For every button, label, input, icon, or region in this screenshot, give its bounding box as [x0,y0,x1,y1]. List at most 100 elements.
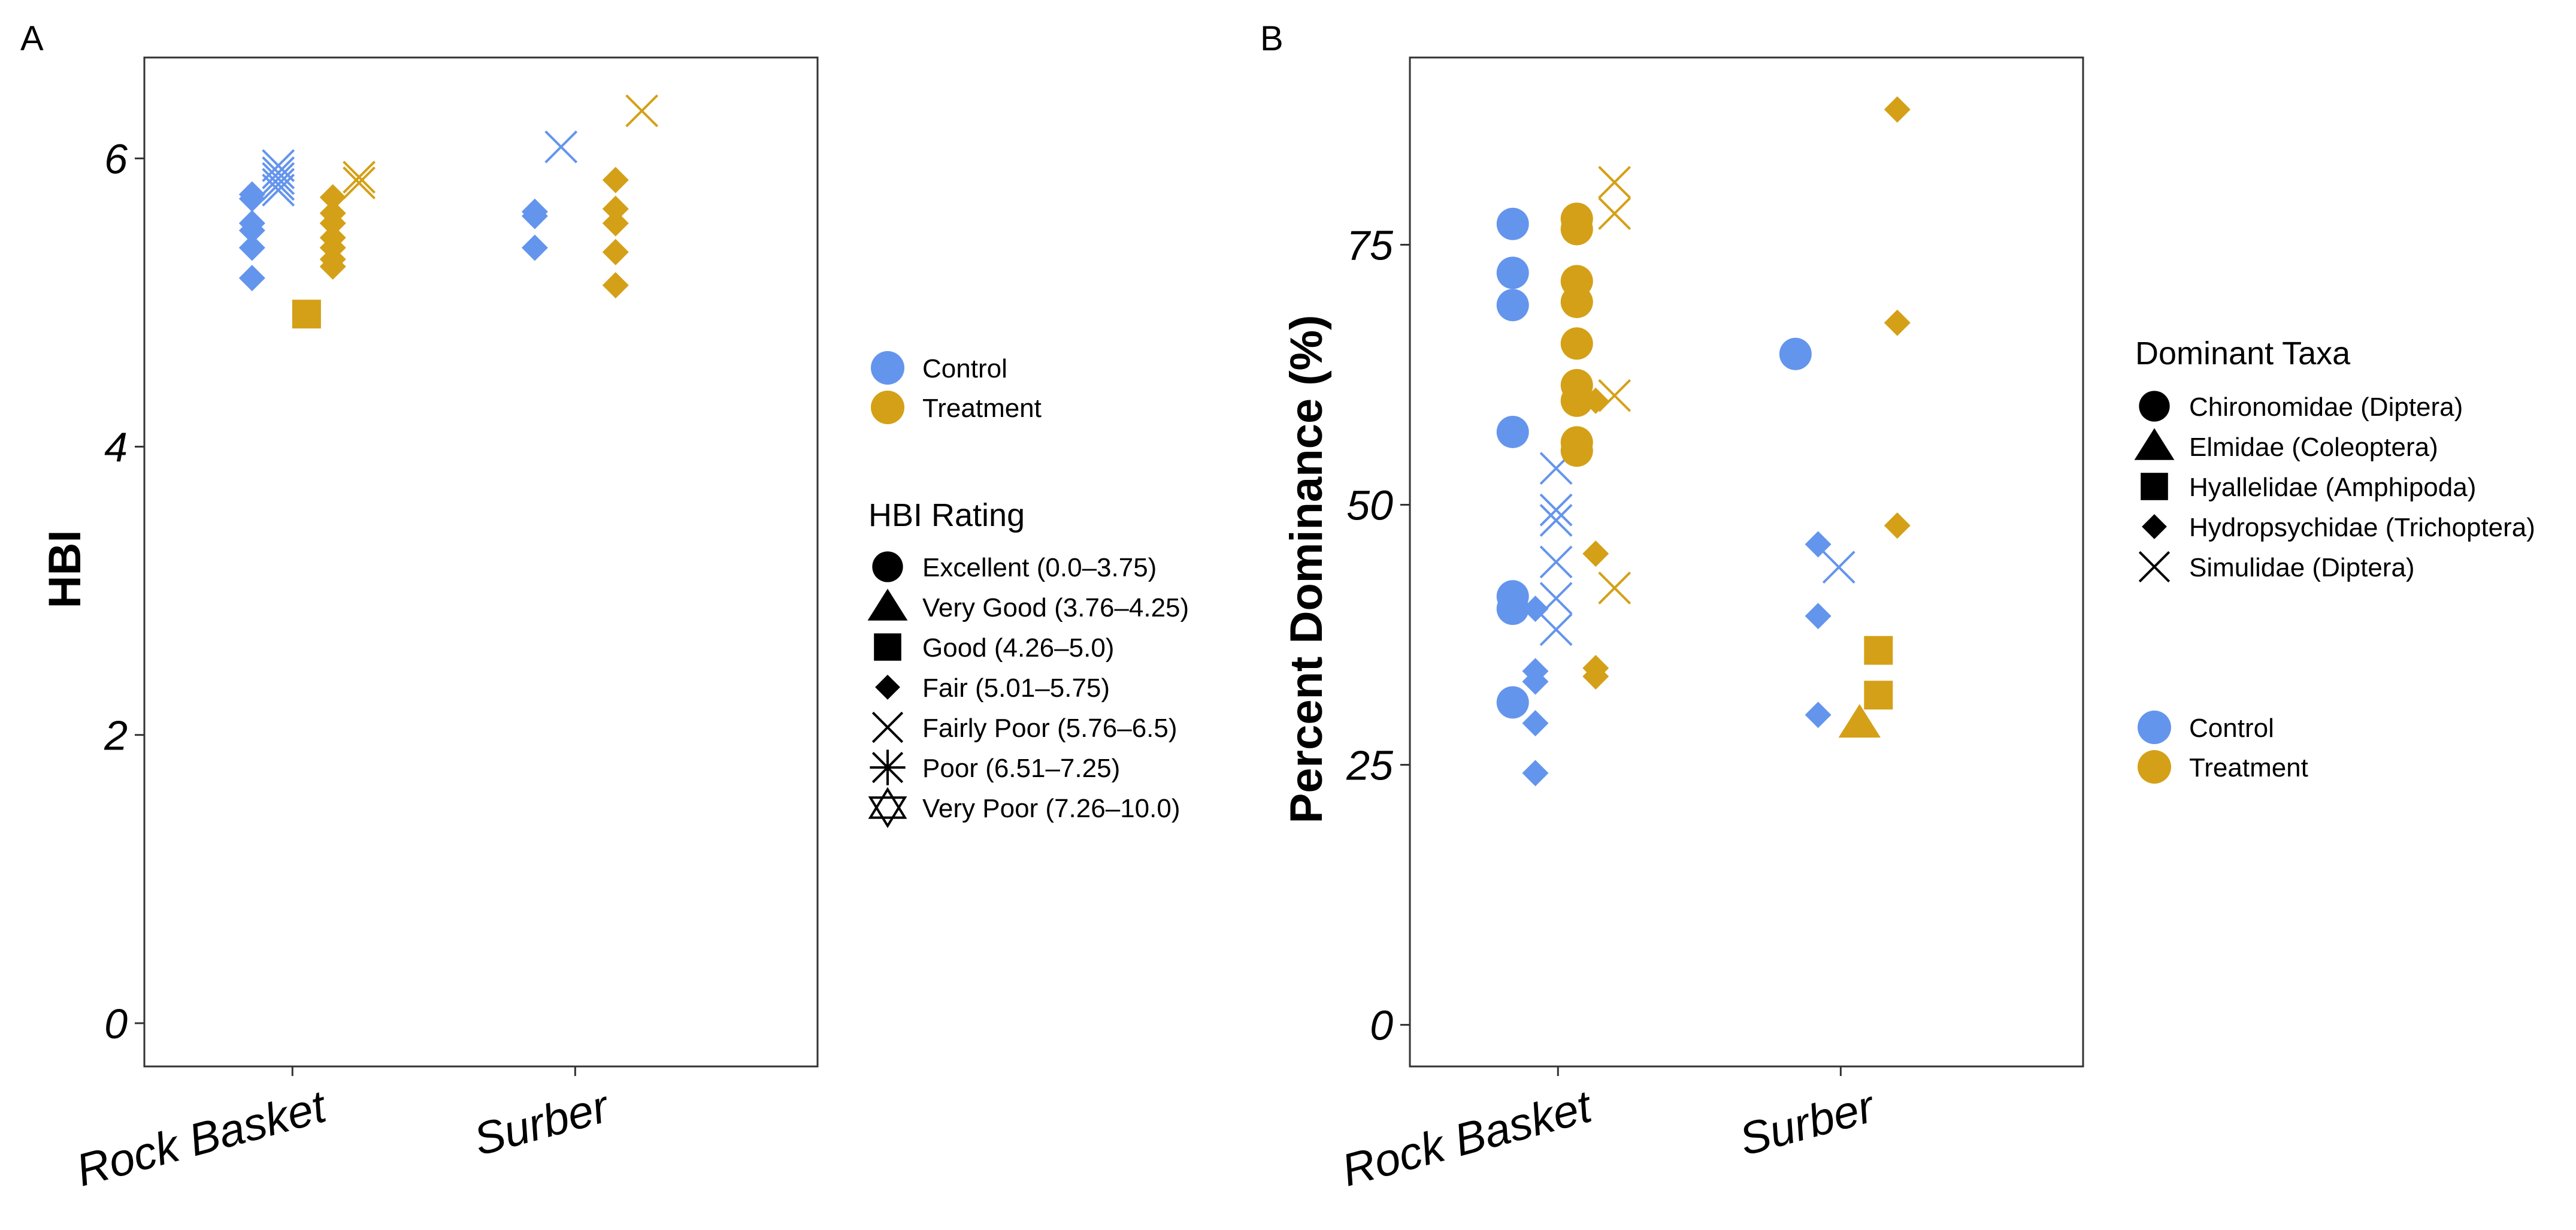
legend-shape-square [874,633,901,661]
legend-shape-diamond [2142,514,2167,539]
data-point [1779,337,1812,370]
panel-b-y-ticks: 0 25 50 75 [1346,222,1410,1049]
legend-label-control: Control [922,354,1007,383]
data-point [1496,593,1529,625]
data-point [1805,603,1832,630]
legend-shape-triangle [867,588,908,621]
y-tick-label: 25 [1346,742,1394,789]
data-point [602,210,629,237]
data-point [343,166,376,200]
panel-b-plot-frame [1409,56,2084,1068]
legend-shape-square [2141,473,2168,500]
data-point [1560,213,1593,246]
data-point [319,210,346,237]
legend-key-treatment [2138,750,2171,784]
panel-b-group-legend: Control Treatment [2138,711,2308,784]
y-tick-label: 0 [1370,1002,1393,1049]
data-point [1522,760,1549,787]
data-point [1539,493,1573,527]
legend-label-diamond: Hydropsychidae (Trichoptera) [2189,513,2535,542]
data-point [262,173,295,207]
data-point [1838,704,1881,738]
data-point [1884,512,1911,539]
panel-a-plot-frame [143,56,819,1068]
legend-key-treatment [871,391,904,424]
data-point [1805,531,1832,558]
panel-b-x-ticks: Rock Basket Surber [1337,1066,1881,1196]
legend-label-treatment: Treatment [922,394,1042,423]
legend-title: Dominant Taxa [2135,336,2351,371]
data-point [262,149,295,182]
data-point [1598,165,1631,199]
data-point [238,265,265,292]
data-point [343,161,376,194]
data-point [319,253,346,280]
data-point [521,234,548,261]
data-point [602,195,629,222]
panel-b: B Percent Dominance (%) 0 25 50 75 Rock Bas… [1260,19,2535,1196]
legend-shape-x [871,711,904,744]
panel-a-x-ticks: Rock Basket Surber [71,1066,615,1196]
panel-b-shape-legend: Dominant Taxa Chironomidae (Diptera) Elmid… [2134,336,2535,583]
legend-label-circle: Excellent (0.0–3.75) [922,553,1157,582]
legend-shape-diamond [875,675,900,700]
legend-label-diamond: Fair (5.01–5.75) [922,673,1110,703]
data-point [262,156,295,189]
data-point [1522,668,1549,695]
panel-a-y-axis-title: HBI [40,530,90,609]
data-point [1496,289,1529,322]
data-point [1560,327,1593,360]
y-tick-label: 0 [104,1001,128,1047]
data-point [544,130,578,164]
data-point [1822,551,1855,584]
data-point [625,94,659,128]
legend-label-square: Hyallelidae (Amphipoda) [2189,473,2476,502]
panel-a-points [238,94,659,329]
legend-key-control [2138,711,2171,744]
data-point [1539,504,1573,537]
data-point [1805,702,1832,729]
data-point [1539,582,1573,615]
y-tick-label: 2 [104,712,128,759]
legend-shape-star [868,787,907,829]
data-point [1582,540,1609,567]
legend-label-square: Good (4.26–5.0) [922,633,1114,663]
data-point [1496,207,1529,240]
data-point [238,234,265,261]
legend-label-circle: Chironomidae (Diptera) [2189,392,2463,422]
panel-b-y-axis-title: Percent Dominance (%) [1281,315,1332,824]
legend-shape-x [2138,551,2171,583]
data-point [1582,663,1609,690]
legend-label-x: Fairly Poor (5.76–6.5) [922,714,1177,743]
legend-label-star: Very Poor (7.26–10.0) [922,794,1180,823]
x-tick-label: Rock Basket [1337,1081,1599,1196]
legend-shape-triangle [2134,428,2175,460]
data-point [1598,197,1631,230]
data-point [1496,686,1529,719]
y-tick-label: 6 [104,135,128,182]
legend-shape-circle [872,551,903,582]
x-tick-label: Rock Basket [71,1081,333,1196]
data-point [1522,710,1549,737]
x-tick-label: Surber [468,1081,615,1166]
panel-a-y-ticks: 0 2 4 6 [104,135,144,1047]
y-tick-label: 75 [1346,222,1394,268]
data-point [602,167,629,194]
data-point [1598,379,1631,412]
data-point [1864,681,1893,710]
data-point [1884,309,1911,336]
panel-a-shape-legend: HBI Rating Excellent (0.0–3.75) Very Good … [867,497,1189,829]
data-point [1560,285,1593,318]
data-point [1496,415,1529,448]
legend-shape-circle [2139,391,2170,422]
data-point [1560,384,1593,417]
data-point [1539,545,1573,579]
legend-label-treatment: Treatment [2189,753,2308,782]
y-tick-label: 50 [1346,482,1393,529]
data-point [262,162,295,195]
y-tick-label: 4 [104,424,128,471]
data-point [238,217,265,244]
panel-b-letter: B [1260,19,1284,58]
legend-title: HBI Rating [868,497,1025,533]
